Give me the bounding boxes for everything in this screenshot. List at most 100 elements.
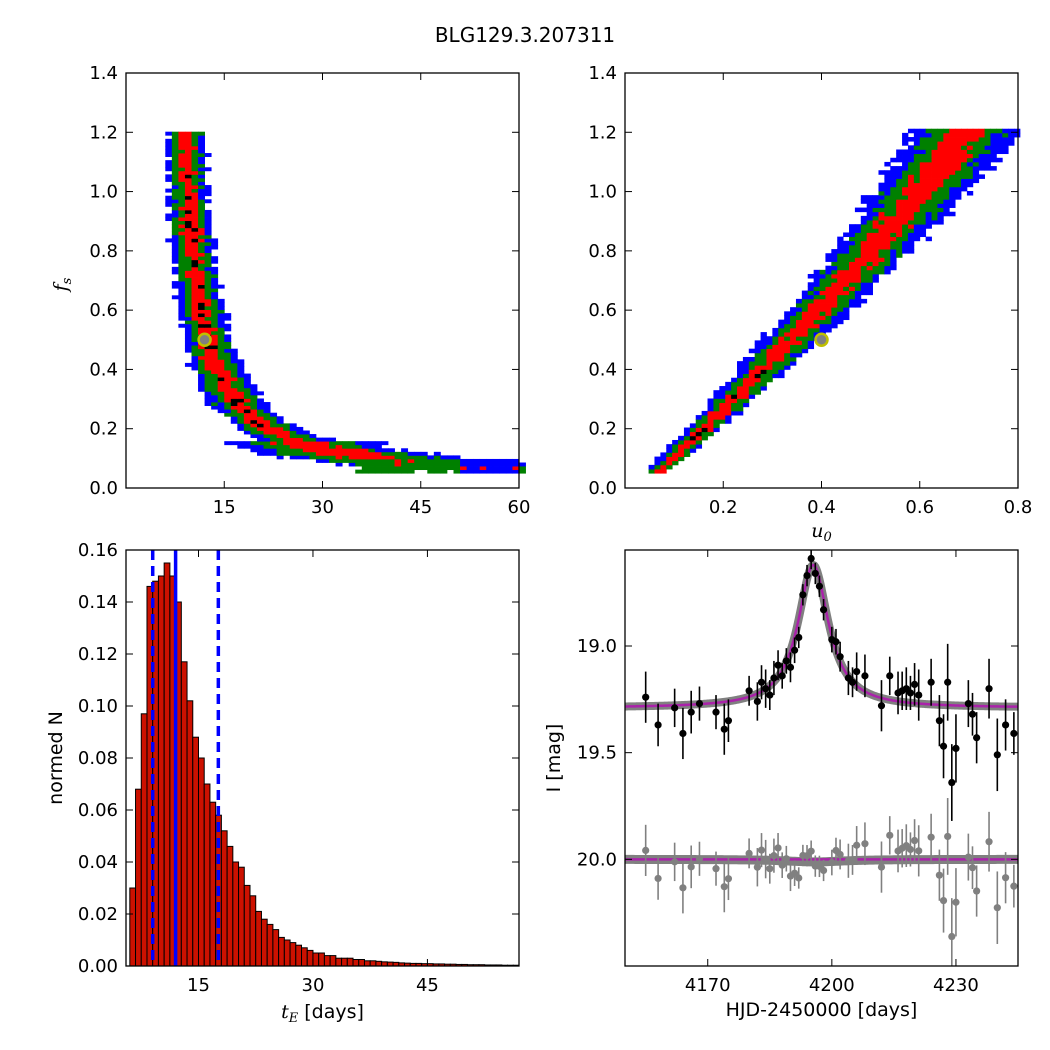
data-point (819, 606, 828, 614)
heatmap-cell (825, 298, 832, 304)
heatmap-cell (224, 313, 232, 318)
heatmap-cell (931, 211, 938, 217)
heatmap-cell (407, 462, 415, 467)
heatmap-cell (925, 207, 932, 213)
heatmap-cell (211, 273, 219, 278)
heatmap-cell (849, 294, 856, 300)
heatmap-cell (843, 315, 850, 321)
heatmap-cell (925, 149, 932, 155)
heatmap-cell (257, 416, 264, 421)
heatmap-cell (943, 141, 950, 146)
histogram-bar (220, 830, 228, 967)
heatmap-cell (737, 386, 744, 391)
heatmap-cell (784, 365, 791, 370)
heatmap-cell (825, 319, 832, 325)
heatmap-cell (854, 232, 862, 238)
heatmap-cell (270, 441, 278, 446)
heatmap-cell (381, 469, 389, 474)
residual-point (745, 849, 753, 857)
heatmap-cell (243, 430, 251, 435)
heatmap-cell (772, 344, 779, 350)
heatmap-cell (695, 444, 703, 449)
heatmap-cell (866, 257, 873, 262)
heatmap-cell (860, 257, 868, 262)
heatmap-cell (972, 132, 980, 138)
heatmap-cell (257, 402, 264, 406)
heatmap-cell (666, 456, 673, 462)
heatmap-cell (440, 455, 448, 460)
heatmap-cell (713, 394, 720, 399)
heatmap-cell (742, 373, 750, 379)
heatmap-cell (198, 220, 205, 225)
heatmap-cell (854, 282, 862, 287)
residual-point (836, 850, 844, 859)
heatmap-cell (388, 466, 395, 471)
heatmap-cell (178, 167, 186, 172)
heatmap-cell (276, 451, 284, 456)
heatmap-cell (329, 437, 336, 442)
heatmap-cell (925, 161, 932, 167)
heatmap-cell (178, 298, 186, 303)
heatmap-cell (825, 290, 832, 296)
heatmap-cell (184, 238, 192, 243)
heatmap-cell (217, 327, 225, 332)
heatmap-cell (943, 211, 950, 217)
data-point (762, 685, 770, 693)
heatmap-cell (707, 427, 714, 433)
heatmap-cell (171, 231, 179, 236)
heatmap-cell (368, 462, 376, 467)
heatmap-cell (191, 345, 199, 350)
heatmap-cell (795, 311, 803, 316)
heatmap-cell (184, 241, 192, 246)
heatmap-cell (984, 145, 991, 150)
heatmap-cell (919, 149, 927, 155)
y-tick-label: 0.06 (78, 800, 118, 821)
heatmap-cell (361, 451, 369, 456)
heatmap-cell (224, 409, 232, 414)
heatmap-cell (896, 224, 903, 229)
heatmap-cell (872, 269, 879, 275)
heatmap-cell (890, 157, 897, 163)
heatmap-cell (368, 458, 376, 463)
heatmap-cell (937, 220, 944, 225)
y-tick-label: 0.0 (588, 478, 617, 499)
heatmap-cell (866, 269, 873, 275)
heatmap-cell (772, 332, 779, 337)
heatmap-cell (872, 261, 879, 267)
heatmap-cell (184, 316, 192, 321)
heatmap-cell (919, 132, 927, 138)
heatmap-cell (943, 190, 950, 196)
heatmap-cell (237, 359, 245, 364)
heatmap-cell (931, 174, 938, 179)
heatmap-cell (171, 167, 179, 172)
heatmap-cell (230, 359, 238, 364)
heatmap-cell (204, 277, 212, 282)
heatmap-cell (184, 259, 192, 264)
heatmap-cell (178, 227, 186, 232)
heatmap-cell (754, 377, 761, 383)
histogram-bar (289, 942, 297, 967)
heatmap-cell (925, 157, 932, 163)
heatmap-cell (843, 278, 850, 283)
heatmap-cell (335, 458, 343, 463)
heatmap-cell (335, 455, 343, 460)
heatmap-cell (446, 466, 454, 471)
heatmap-cell (807, 298, 815, 304)
heatmap-cell (913, 132, 921, 138)
heatmap-cell (519, 469, 526, 474)
heatmap-cell (322, 444, 330, 449)
heatmap-cell (678, 435, 685, 441)
heatmap-cell (335, 441, 343, 446)
heatmap-cell (178, 195, 186, 200)
best-fit-marker (814, 332, 829, 348)
heatmap-cell (843, 294, 850, 300)
heatmap-cell (453, 462, 461, 467)
heatmap-cell (919, 174, 927, 179)
heatmap-cell (831, 269, 838, 275)
heatmap-cell (972, 170, 980, 175)
y-axis-label: normed N (45, 711, 67, 805)
heatmap-cell (760, 369, 767, 374)
heatmap-cell (713, 402, 720, 408)
heatmap-cell (407, 455, 415, 460)
heatmap-cell (394, 466, 402, 471)
